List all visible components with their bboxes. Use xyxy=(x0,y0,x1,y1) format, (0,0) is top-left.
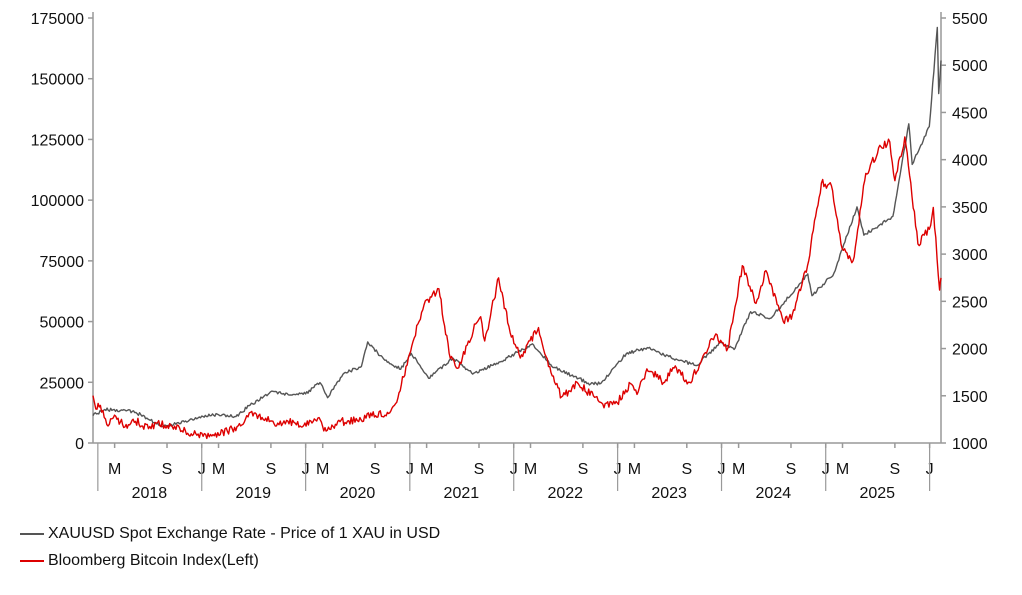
year-label: 2024 xyxy=(756,485,792,502)
month-tick-label: S xyxy=(681,461,692,478)
right-tick-label: 2500 xyxy=(952,294,988,311)
legend-label-bitcoin: Bloomberg Bitcoin Index(Left) xyxy=(48,551,259,569)
right-tick-label: 1000 xyxy=(952,436,988,453)
chart: 0 25000 50000 75000 100000 125000 150000 175000… xyxy=(31,11,988,502)
month-tick-label: S xyxy=(162,461,173,478)
month-tick-label: M xyxy=(316,461,329,478)
right-y-axis: 1000 1500 2000 2500 3000 3500 4000 4500 5000 5500 xyxy=(940,11,988,453)
month-tick-label: M xyxy=(732,461,745,478)
right-tick-label: 4000 xyxy=(952,153,988,170)
legend-label-gold: XAUUSD Spot Exchange Rate - Price of 1 X… xyxy=(48,524,441,542)
legend-item-gold: XAUUSD Spot Exchange Rate - Price of 1 X… xyxy=(20,520,440,547)
left-tick-label: 125000 xyxy=(31,132,84,149)
left-tick-label: 150000 xyxy=(31,72,84,89)
month-tick-label: M xyxy=(836,461,849,478)
month-tick-label: S xyxy=(890,461,901,478)
x-axis: MSJMSJMSJMSJMSJMSJMSJMSJ2018201920202021… xyxy=(93,442,941,502)
month-tick-label: S xyxy=(370,461,381,478)
year-label: 2019 xyxy=(235,485,271,502)
year-label: 2023 xyxy=(651,485,687,502)
legend-swatch-gold xyxy=(20,532,44,535)
left-y-axis: 0 25000 50000 75000 100000 125000 150000 175000 xyxy=(31,11,94,453)
legend: XAUUSD Spot Exchange Rate - Price of 1 X… xyxy=(20,520,440,574)
left-tick-label: 25000 xyxy=(40,375,85,392)
month-tick-label: S xyxy=(786,461,797,478)
year-label: 2021 xyxy=(444,485,480,502)
year-label: 2020 xyxy=(340,485,376,502)
bitcoin-index-line xyxy=(92,136,942,440)
right-tick-label: 2000 xyxy=(952,342,988,359)
month-tick-label: S xyxy=(474,461,485,478)
right-tick-label: 4500 xyxy=(952,105,988,122)
right-tick-label: 5000 xyxy=(952,58,988,75)
month-tick-label: M xyxy=(628,461,641,478)
month-tick-label: M xyxy=(212,461,225,478)
left-tick-label: 50000 xyxy=(40,315,85,332)
year-label: 2022 xyxy=(547,485,583,502)
right-tick-label: 3000 xyxy=(952,247,988,264)
left-tick-label: 175000 xyxy=(31,11,84,28)
month-tick-label: M xyxy=(524,461,537,478)
month-tick-label: S xyxy=(578,461,589,478)
legend-item-bitcoin: Bloomberg Bitcoin Index(Left) xyxy=(20,547,440,574)
right-tick-label: 1500 xyxy=(952,389,988,406)
month-tick-label: M xyxy=(108,461,121,478)
year-label: 2025 xyxy=(859,485,895,502)
legend-swatch-bitcoin xyxy=(20,559,44,562)
month-tick-label: M xyxy=(420,461,433,478)
right-tick-label: 3500 xyxy=(952,200,988,217)
month-tick-label: S xyxy=(266,461,277,478)
right-tick-label: 5500 xyxy=(952,11,988,28)
left-tick-label: 100000 xyxy=(31,193,84,210)
left-tick-label: 0 xyxy=(75,436,84,453)
left-tick-label: 75000 xyxy=(40,254,85,271)
year-label: 2018 xyxy=(132,485,168,502)
series-layer xyxy=(92,26,942,440)
